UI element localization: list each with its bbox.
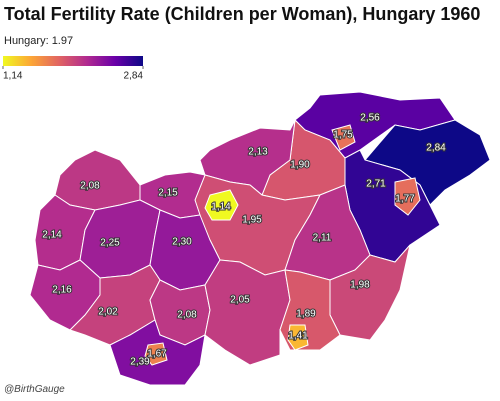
- subtitle: Hungary: 1.97: [4, 35, 73, 47]
- legend-min: 1,14: [3, 71, 23, 82]
- region-label: 2,14: [42, 230, 62, 241]
- region-label: 2,16: [52, 285, 72, 296]
- region: [329, 244, 411, 341]
- region-label: 2,08: [177, 310, 197, 321]
- region-label: 2,30: [172, 237, 192, 248]
- region-label: 2,11: [313, 233, 332, 244]
- region: [144, 342, 168, 366]
- region-label: 1,77: [395, 194, 415, 205]
- region: [287, 324, 309, 351]
- region-label: 1,41: [288, 331, 308, 342]
- region-label: 2,13: [248, 147, 268, 158]
- region-label: 1,89: [296, 309, 316, 320]
- region-label: 1,14: [211, 202, 231, 213]
- region-label: 2,39: [130, 357, 150, 368]
- region-label: 2,25: [100, 238, 120, 249]
- region: [204, 189, 239, 221]
- legend-max: 2,84: [124, 71, 144, 82]
- region-label: 2,08: [80, 181, 100, 192]
- region-label: 2,15: [158, 188, 178, 199]
- region-label: 1,95: [242, 215, 262, 226]
- region: [364, 119, 491, 206]
- region-label: 2,71: [366, 179, 386, 190]
- regions: [29, 91, 491, 386]
- region-label: 1,98: [350, 280, 370, 291]
- region-label: 2,56: [360, 113, 380, 124]
- credit: @BirthGauge: [4, 384, 65, 395]
- region-label: 1,90: [290, 160, 310, 171]
- region: [394, 177, 421, 216]
- legend-bar: [3, 56, 143, 66]
- region-label: 2,02: [98, 307, 118, 318]
- region-label: 1,67: [147, 349, 167, 360]
- region-label: 1,75: [333, 130, 353, 141]
- labels: 2,56 2,84 2,71 1,90 2,13 1,95 2,11 2,08 2,15 2,14…: [41, 112, 447, 369]
- region: [204, 259, 291, 366]
- region-label: 2,84: [426, 143, 446, 154]
- region: [331, 124, 356, 151]
- title: Total Fertility Rate (Children per Woman…: [4, 4, 480, 24]
- region-label: 2,05: [230, 295, 250, 306]
